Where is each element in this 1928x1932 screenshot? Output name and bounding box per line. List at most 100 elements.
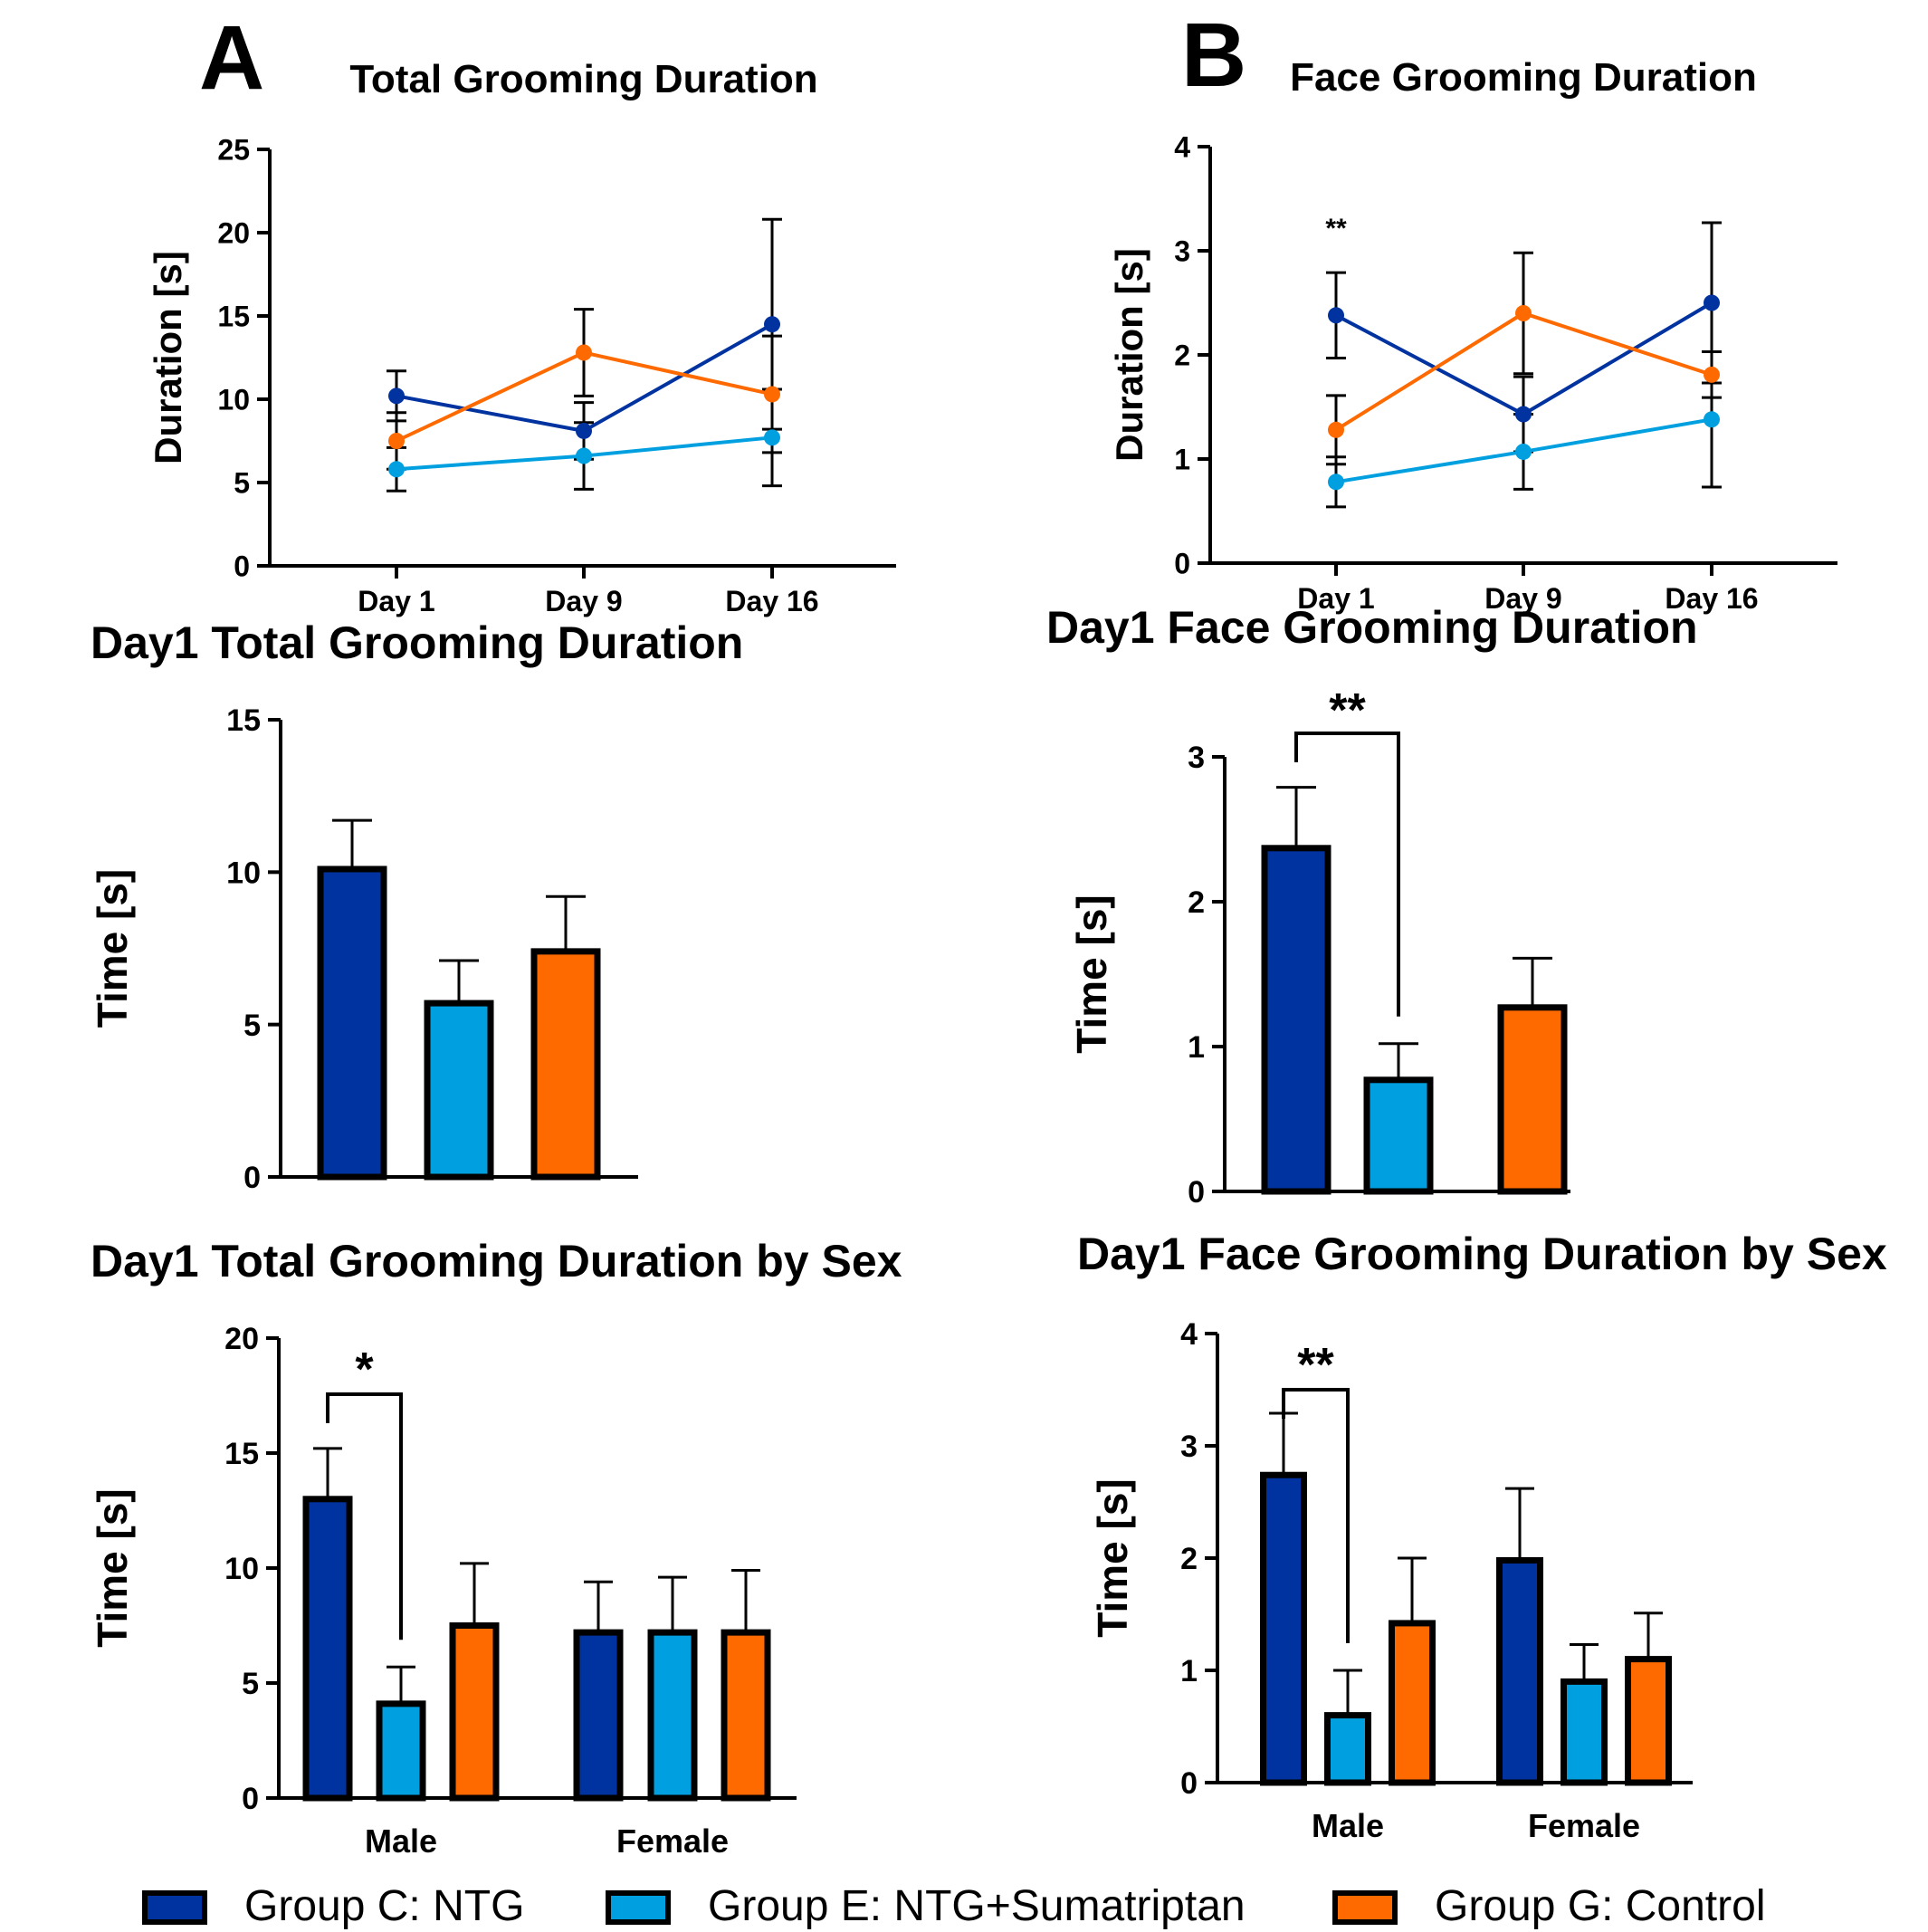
legend-swatch bbox=[142, 1890, 207, 1925]
significance-marker: ** bbox=[1297, 1339, 1334, 1392]
bar bbox=[1363, 1076, 1434, 1195]
y-tick-label: 25 bbox=[217, 134, 250, 167]
y-tick-label: 0 bbox=[242, 1782, 259, 1816]
y-tick-label: 10 bbox=[224, 1552, 259, 1586]
y-tick-label: 15 bbox=[217, 301, 250, 333]
y-tick-label: 0 bbox=[1188, 1175, 1205, 1210]
x-category-label: Male bbox=[365, 1822, 437, 1860]
x-tick-label: Day 9 bbox=[1484, 582, 1561, 615]
y-tick-label: 15 bbox=[226, 703, 261, 738]
data-point bbox=[1328, 421, 1344, 438]
day1-face-grooming-by-sex-bar-chart: 0 1 2 3 4 Time [s] Day1 Face Grooming Duration… bbox=[1077, 1229, 1887, 1844]
chart-title: Total Grooming Duration bbox=[349, 57, 817, 101]
legend-swatch bbox=[606, 1890, 671, 1925]
bar bbox=[1561, 1678, 1608, 1786]
y-tick-label: 5 bbox=[242, 1667, 259, 1701]
bar bbox=[424, 999, 494, 1181]
bar bbox=[647, 1629, 698, 1802]
data-point bbox=[1704, 294, 1720, 311]
data-point bbox=[1704, 366, 1720, 383]
bar bbox=[1497, 1004, 1568, 1195]
y-axis-label: Time [s] bbox=[89, 1488, 136, 1648]
data-point bbox=[1515, 443, 1532, 460]
bar bbox=[302, 1496, 353, 1802]
significance-bracket bbox=[1294, 732, 1400, 1017]
significance-marker: * bbox=[355, 1344, 374, 1396]
x-tick-label: Day 9 bbox=[545, 585, 622, 617]
x-category-label: Female bbox=[616, 1822, 729, 1860]
significance-marker: ** bbox=[1325, 214, 1347, 244]
bar bbox=[317, 866, 387, 1181]
data-point bbox=[1515, 406, 1532, 423]
bar bbox=[1496, 1556, 1543, 1786]
y-tick-label: 1 bbox=[1174, 444, 1190, 476]
significance-bracket bbox=[326, 1392, 403, 1640]
y-axis-label: Duration [s] bbox=[147, 251, 189, 464]
legend: Group C: NTG Group E: NTG+Sumatriptan Grou… bbox=[142, 1882, 1765, 1930]
y-tick-label: 0 bbox=[1174, 548, 1190, 580]
y-axis-label: Time [s] bbox=[1089, 1478, 1136, 1638]
y-axis-label: Time [s] bbox=[1068, 894, 1115, 1054]
y-tick-label: 1 bbox=[1188, 1030, 1205, 1065]
bar bbox=[1324, 1712, 1371, 1786]
chart-title: Day1 Total Grooming Duration by Sex bbox=[91, 1236, 902, 1286]
bar bbox=[449, 1622, 500, 1802]
y-tick-label: 20 bbox=[217, 217, 250, 250]
chart-title: Day1 Face Grooming Duration by Sex bbox=[1077, 1229, 1887, 1279]
bar bbox=[573, 1629, 624, 1802]
bar bbox=[376, 1700, 426, 1802]
x-tick-label: Day 16 bbox=[725, 585, 818, 617]
y-tick-label: 4 bbox=[1174, 131, 1190, 164]
day1-face-grooming-bar-chart: 0 1 2 3 Time [s] Day1 Face Grooming Duration *… bbox=[1046, 602, 1698, 1210]
legend-label: Group C: NTG bbox=[244, 1882, 524, 1930]
bar bbox=[1261, 845, 1331, 1195]
y-tick-label: 5 bbox=[234, 467, 250, 500]
day1-total-grooming-by-sex-bar-chart: 0 5 10 15 20 Time [s] Day1 Total Grooming Dura… bbox=[89, 1236, 902, 1860]
y-tick-label: 0 bbox=[243, 1161, 261, 1195]
x-tick-label: Day 1 bbox=[1297, 582, 1374, 615]
data-point bbox=[388, 387, 405, 405]
data-point bbox=[1328, 307, 1344, 324]
y-tick-label: 3 bbox=[1174, 235, 1190, 268]
day1-total-grooming-bar-chart: 0 5 10 15 Time [s] Day1 Total Grooming Durati… bbox=[89, 617, 743, 1195]
y-tick-label: 2 bbox=[1188, 885, 1205, 920]
face-grooming-line-chart: 0 1 2 3 4 Duration [s] Face Grooming Duration D… bbox=[1108, 55, 1837, 615]
y-tick-label: 10 bbox=[217, 384, 250, 416]
y-tick-label: 15 bbox=[224, 1437, 259, 1471]
chart-title: Face Grooming Duration bbox=[1290, 55, 1757, 100]
chart-title: Day1 Total Grooming Duration bbox=[91, 617, 743, 668]
y-tick-label: 2 bbox=[1174, 340, 1190, 372]
bar bbox=[1389, 1620, 1436, 1786]
y-axis-label: Duration [s] bbox=[1108, 248, 1150, 462]
x-category-label: Male bbox=[1312, 1807, 1384, 1844]
x-category-label: Female bbox=[1528, 1807, 1640, 1844]
legend-label: Group E: NTG+Sumatriptan bbox=[708, 1882, 1246, 1930]
bar bbox=[1625, 1656, 1672, 1786]
panel-letter-a: A bbox=[199, 7, 264, 109]
total-grooming-line-chart: 0 5 10 15 20 25 Duration [s] Total Grooming Dur… bbox=[147, 57, 896, 617]
y-tick-label: 0 bbox=[1180, 1766, 1198, 1801]
chart-title: Day1 Face Grooming Duration bbox=[1046, 602, 1698, 653]
data-point bbox=[1328, 473, 1344, 491]
y-tick-label: 0 bbox=[234, 550, 250, 583]
y-tick-label: 20 bbox=[224, 1322, 259, 1356]
y-tick-label: 2 bbox=[1180, 1542, 1198, 1576]
bar bbox=[530, 948, 601, 1181]
y-tick-label: 3 bbox=[1180, 1430, 1198, 1464]
bar bbox=[721, 1629, 771, 1802]
significance-marker: ** bbox=[1329, 684, 1366, 737]
y-tick-label: 1 bbox=[1180, 1654, 1198, 1688]
y-tick-label: 10 bbox=[226, 856, 261, 891]
significance-bracket bbox=[1282, 1388, 1350, 1643]
legend-swatch bbox=[1332, 1890, 1398, 1925]
data-point bbox=[764, 316, 780, 333]
data-point bbox=[764, 386, 780, 403]
x-tick-label: Day 16 bbox=[1665, 582, 1758, 615]
data-point bbox=[764, 429, 780, 446]
y-axis-label: Time [s] bbox=[89, 869, 136, 1028]
data-point bbox=[576, 344, 592, 361]
x-tick-label: Day 1 bbox=[358, 585, 434, 617]
data-point bbox=[576, 447, 592, 464]
